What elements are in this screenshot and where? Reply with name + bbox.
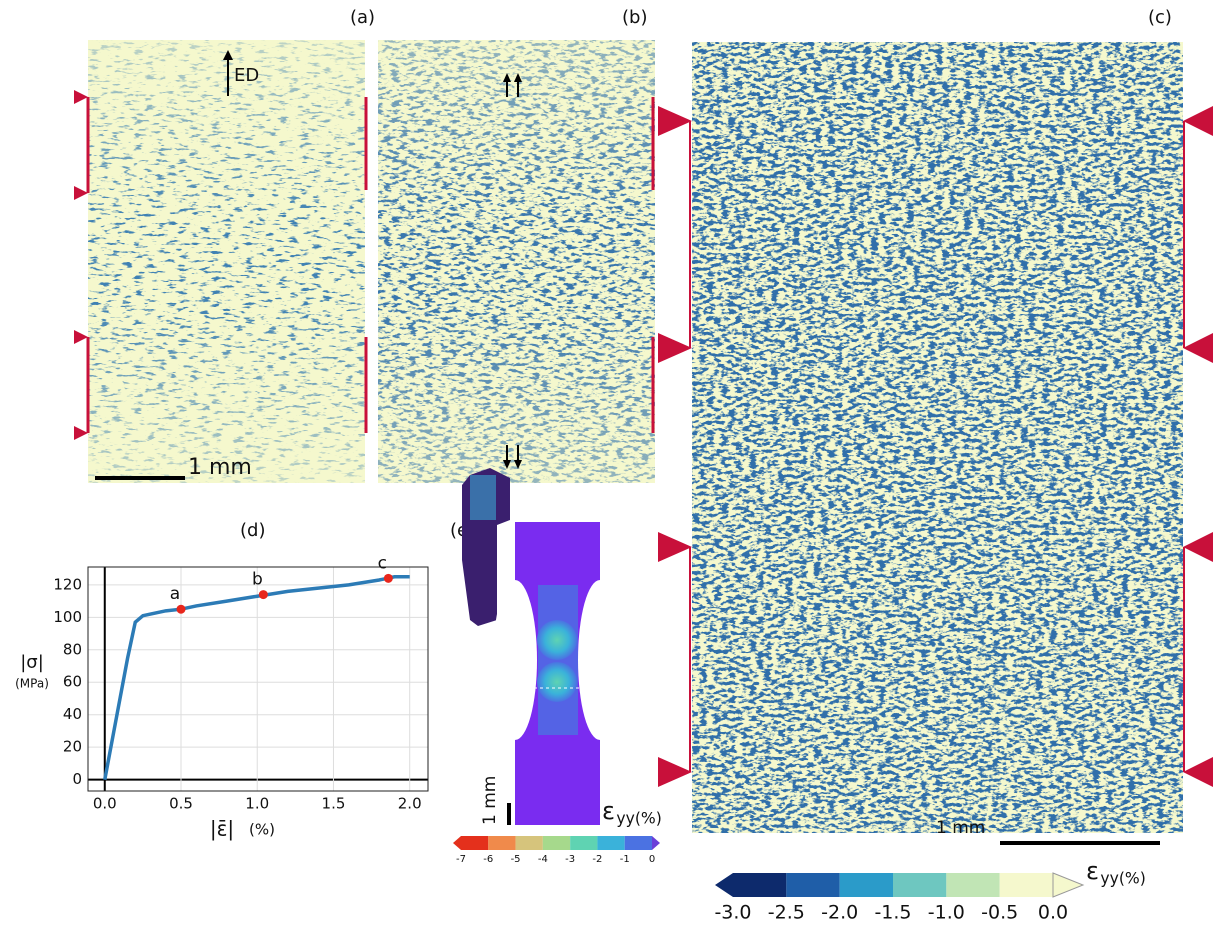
colorbar-band	[542, 836, 571, 850]
y-tick-label: 0	[72, 770, 82, 788]
colorbar-band	[570, 836, 598, 850]
annotation-label: a	[170, 584, 180, 604]
colorbar-tick-label: -7	[456, 854, 466, 865]
x-axis-label: |ε̄|	[210, 817, 234, 841]
colorbar-band	[488, 836, 516, 850]
colorbar-band	[786, 873, 840, 897]
x-tick-label: 2.0	[398, 795, 422, 813]
panel-label: (c)	[1148, 7, 1172, 28]
colorbar-extend	[652, 836, 660, 850]
colorbar-band	[839, 873, 893, 897]
annotation-point	[176, 604, 186, 614]
strain-subscript: yy(%)	[616, 810, 661, 828]
colorbar-tick-label: -3	[565, 854, 575, 865]
colorbar-tick-label: -5	[511, 854, 521, 865]
y-axis-label: |σ|	[20, 652, 44, 673]
colorbar-tick-label: -2	[592, 854, 602, 865]
panel-b-image	[378, 40, 655, 483]
colorbar-tick-label: 0.0	[1038, 902, 1068, 924]
x-tick-label: 1.0	[245, 795, 269, 813]
panel-a-image	[88, 40, 365, 483]
colorbar-tick-label: -4	[538, 854, 548, 865]
colorbar-tick-label: -2.5	[768, 902, 805, 924]
panel-label: (d)	[240, 520, 265, 541]
y-tick-label: 120	[53, 575, 82, 593]
strain-subscript: yy(%)	[1100, 870, 1145, 888]
x-axis-unit: (%)	[249, 821, 275, 839]
y-tick-label: 80	[63, 640, 82, 658]
colorbar-extend	[453, 836, 461, 850]
colorbar-band	[733, 873, 787, 897]
colorbar-band	[461, 836, 489, 850]
panel-label: (a)	[350, 7, 375, 28]
arrows	[223, 50, 522, 469]
colorbar-tick-label: 0	[649, 854, 655, 865]
y-tick-label: 100	[53, 608, 82, 626]
colorbar-band	[946, 873, 1000, 897]
colorbar-band	[893, 873, 947, 897]
region-markers	[74, 90, 1213, 787]
fem-specimen	[462, 468, 622, 825]
x-tick-label: 1.5	[322, 795, 346, 813]
colorbar-band	[515, 836, 543, 850]
colorbar-tick-label: -1.0	[928, 902, 965, 924]
annotation-label: b	[252, 570, 263, 590]
annotation-point	[258, 590, 268, 600]
strain-label: ε yy(%)	[602, 797, 662, 828]
colorbar-tick-label: -1.5	[874, 902, 911, 924]
colorbar-extend	[1052, 872, 1085, 898]
plot-frame	[87, 566, 429, 792]
scale-bar-label: 1 mm	[188, 455, 252, 480]
data-line	[103, 574, 410, 780]
x-tick-label: 0.5	[169, 795, 193, 813]
annotation-label: c	[378, 553, 387, 573]
colorbar-extend	[715, 873, 733, 897]
colorbar-tick-label: -2.0	[821, 902, 858, 924]
annotation-point	[383, 573, 393, 583]
y-tick-label: 20	[63, 738, 82, 756]
panel-label: (b)	[622, 7, 647, 28]
strain-label: ε yy(%)	[1086, 857, 1146, 888]
x-tick-label: 0.0	[93, 795, 117, 813]
strain-symbol: ε	[1086, 857, 1099, 885]
colorbar-band	[597, 836, 625, 850]
colorbar-tick-label: -3.0	[714, 902, 751, 924]
y-tick-label: 60	[63, 673, 82, 691]
y-axis-unit: (MPa)	[15, 677, 49, 691]
ed-label: ED	[234, 65, 259, 86]
colorbar-tick-label: -1	[620, 854, 630, 865]
colorbar-band	[624, 836, 652, 850]
y-tick-label: 40	[63, 705, 82, 723]
scale-bar-label: 1 mm	[480, 776, 500, 825]
panel-c-image	[692, 42, 1183, 833]
strain-symbol: ε	[602, 797, 615, 825]
scale-bar-label: 1 mm	[936, 818, 985, 838]
colorbar-tick-label: -0.5	[981, 902, 1018, 924]
colorbar-band	[999, 873, 1053, 897]
colorbar-tick-label: -6	[483, 854, 493, 865]
